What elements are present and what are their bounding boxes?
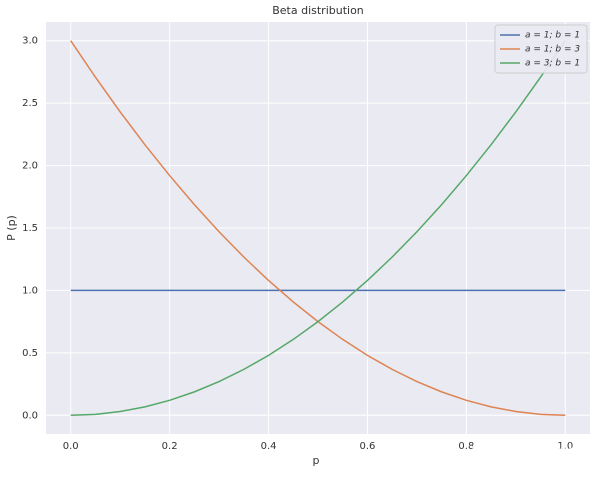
y-tick-label: 1.0 — [22, 285, 38, 296]
x-tick-label: 0.0 — [63, 441, 79, 452]
legend-label: a = 1; b = 1 — [525, 31, 580, 41]
y-tick-label: 2.5 — [22, 98, 38, 109]
legend-label: a = 1; b = 3 — [525, 45, 580, 55]
y-tick-label: 3.0 — [22, 36, 38, 47]
x-tick-label: 0.6 — [360, 441, 376, 452]
watermark: 知乎 @jinzhao — [471, 442, 588, 462]
y-tick-label: 0.0 — [22, 410, 38, 421]
x-tick-label: 0.2 — [162, 441, 178, 452]
x-tick-label: 0.8 — [458, 441, 474, 452]
x-tick-label: 1.0 — [557, 441, 573, 452]
legend-box — [494, 24, 588, 74]
y-tick-label: 2.0 — [22, 161, 38, 172]
chart-title: Beta distribution — [272, 4, 364, 17]
legend-label: a = 3; b = 1 — [525, 59, 580, 69]
y-tick-label: 0.5 — [22, 348, 38, 359]
y-tick-label: 1.5 — [22, 223, 38, 234]
y-axis-label: P (p) — [5, 215, 18, 241]
line-series — [70, 40, 566, 417]
x-tick-label: 0.4 — [261, 441, 277, 452]
x-axis-label: p — [313, 454, 320, 467]
